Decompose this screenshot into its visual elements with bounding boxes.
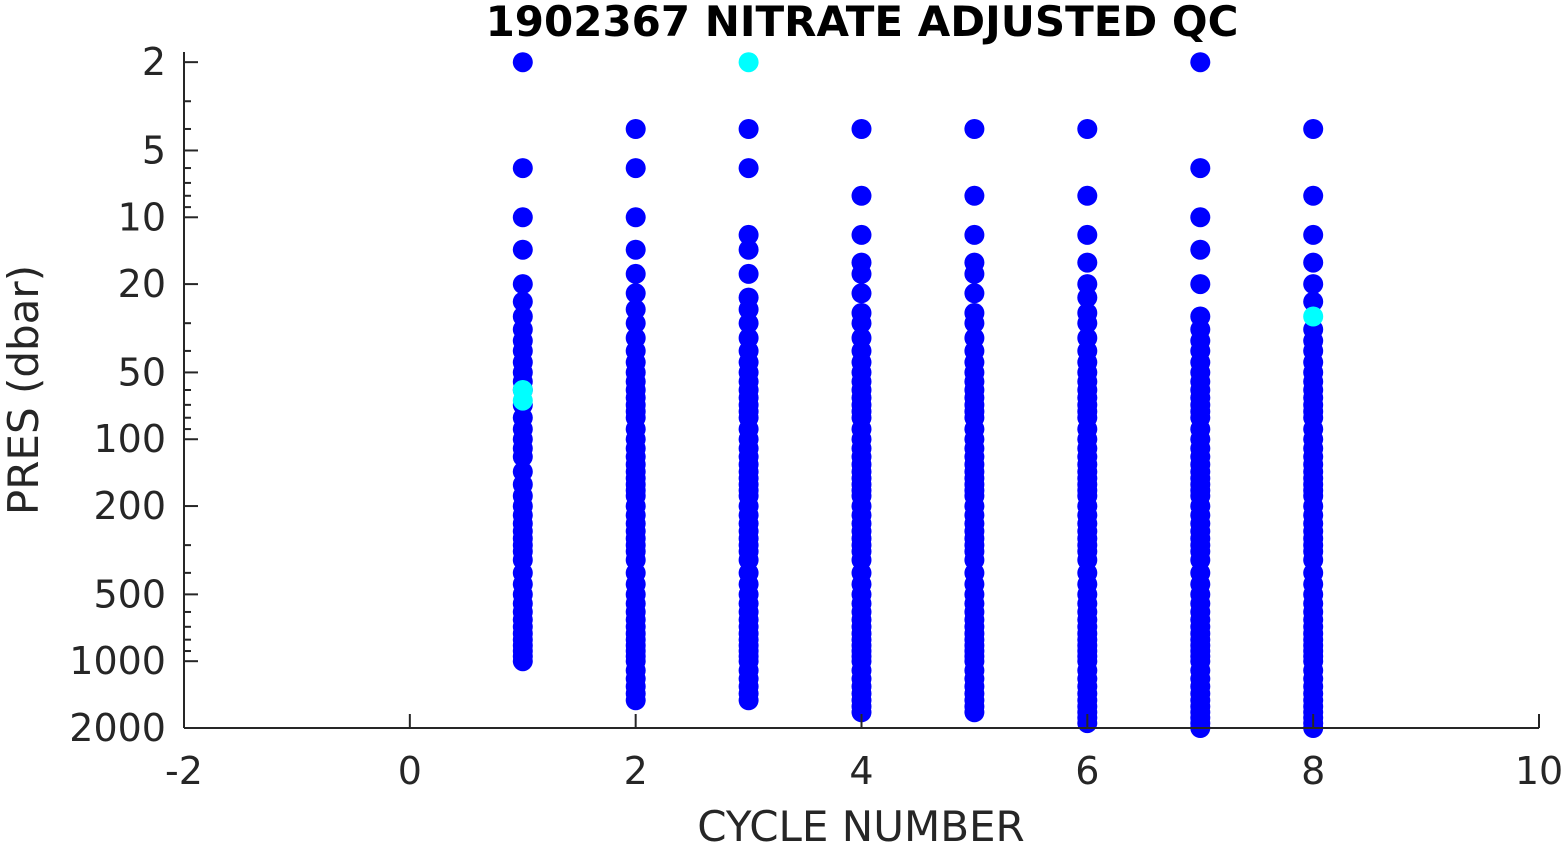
data-point bbox=[851, 702, 872, 723]
x-tick-label: 0 bbox=[398, 749, 422, 793]
data-point bbox=[964, 313, 985, 334]
data-point bbox=[851, 224, 872, 245]
data-point bbox=[1190, 274, 1211, 295]
data-point bbox=[738, 158, 759, 179]
y-axis-ticks: 2 5 10 20 50 100 200 500 1000 2000 bbox=[69, 40, 198, 750]
data-point bbox=[964, 283, 985, 304]
y-tick-label: 200 bbox=[93, 484, 166, 528]
y-tick-label: 100 bbox=[93, 417, 166, 461]
data-point bbox=[625, 239, 646, 260]
data-point bbox=[1077, 119, 1098, 139]
data-point bbox=[738, 313, 759, 334]
data-point bbox=[625, 283, 646, 304]
x-tick-label: 6 bbox=[1075, 749, 1099, 793]
data-point bbox=[964, 263, 985, 284]
y-tick-label: 50 bbox=[118, 350, 166, 394]
data-point bbox=[625, 158, 646, 179]
x-tick-label: 10 bbox=[1515, 749, 1563, 793]
data-point bbox=[512, 274, 533, 295]
data-point bbox=[738, 119, 759, 139]
y-tick-label: 500 bbox=[93, 572, 166, 616]
data-point bbox=[625, 299, 646, 320]
data-point-flagged bbox=[512, 390, 533, 411]
data-point bbox=[1303, 274, 1324, 295]
x-tick-label: 8 bbox=[1301, 749, 1325, 793]
data-point bbox=[1190, 158, 1211, 179]
data-point bbox=[1303, 185, 1324, 206]
data-markers bbox=[512, 52, 1324, 738]
x-tick-label: -2 bbox=[165, 749, 203, 793]
y-tick-label: 20 bbox=[118, 262, 166, 306]
y-tick-label: 2 bbox=[142, 40, 166, 84]
x-axis-title: CYCLE NUMBER bbox=[697, 802, 1025, 844]
data-point bbox=[625, 690, 646, 711]
data-point bbox=[964, 119, 985, 139]
data-point bbox=[512, 291, 533, 312]
data-point bbox=[1303, 119, 1324, 139]
data-point bbox=[1077, 224, 1098, 245]
y-axis-title: PRES (dbar) bbox=[0, 265, 48, 515]
y-tick-label: 1000 bbox=[69, 639, 166, 683]
data-point bbox=[625, 263, 646, 284]
data-point bbox=[964, 224, 985, 245]
x-tick-label: 2 bbox=[624, 749, 648, 793]
data-point bbox=[1077, 252, 1098, 273]
data-point bbox=[851, 313, 872, 334]
data-point bbox=[625, 119, 646, 139]
data-point bbox=[512, 158, 533, 179]
data-point bbox=[1077, 185, 1098, 206]
data-point bbox=[1303, 252, 1324, 273]
data-point bbox=[625, 313, 646, 334]
data-point bbox=[738, 224, 759, 245]
data-point bbox=[1190, 239, 1211, 260]
y-tick-label: 10 bbox=[118, 195, 166, 239]
data-point bbox=[964, 185, 985, 206]
data-point bbox=[512, 52, 533, 73]
data-point bbox=[1077, 287, 1098, 308]
data-point bbox=[512, 207, 533, 228]
data-point bbox=[738, 299, 759, 320]
data-point bbox=[851, 263, 872, 284]
data-point bbox=[738, 239, 759, 260]
data-point bbox=[512, 446, 533, 467]
data-point-flagged bbox=[738, 52, 759, 73]
plot-area: 2 5 10 20 50 100 200 500 1000 2000 -2 0 2 4 6 8 10 bbox=[69, 40, 1563, 793]
x-axis-ticks: -2 0 2 4 6 8 10 bbox=[165, 714, 1563, 793]
data-point bbox=[738, 690, 759, 711]
data-point bbox=[512, 651, 533, 672]
data-point-flagged bbox=[1303, 306, 1324, 327]
data-point bbox=[738, 263, 759, 284]
x-tick-label: 4 bbox=[849, 749, 873, 793]
data-point bbox=[625, 207, 646, 228]
y-tick-label: 2000 bbox=[69, 706, 166, 750]
data-point bbox=[1190, 207, 1211, 228]
data-point bbox=[851, 185, 872, 206]
data-point bbox=[851, 119, 872, 139]
data-point bbox=[1190, 52, 1211, 73]
data-point bbox=[512, 239, 533, 260]
data-point bbox=[1303, 291, 1324, 312]
data-point bbox=[1077, 313, 1098, 334]
data-point bbox=[1303, 224, 1324, 245]
chart-title: 1902367 NITRATE ADJUSTED QC bbox=[486, 0, 1239, 46]
y-tick-label: 5 bbox=[142, 128, 166, 172]
data-point bbox=[851, 283, 872, 304]
data-point bbox=[964, 702, 985, 723]
